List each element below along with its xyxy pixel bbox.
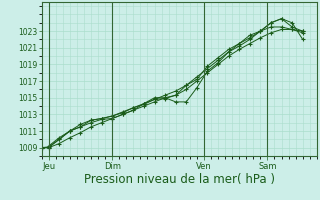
X-axis label: Pression niveau de la mer( hPa ): Pression niveau de la mer( hPa )	[84, 173, 275, 186]
